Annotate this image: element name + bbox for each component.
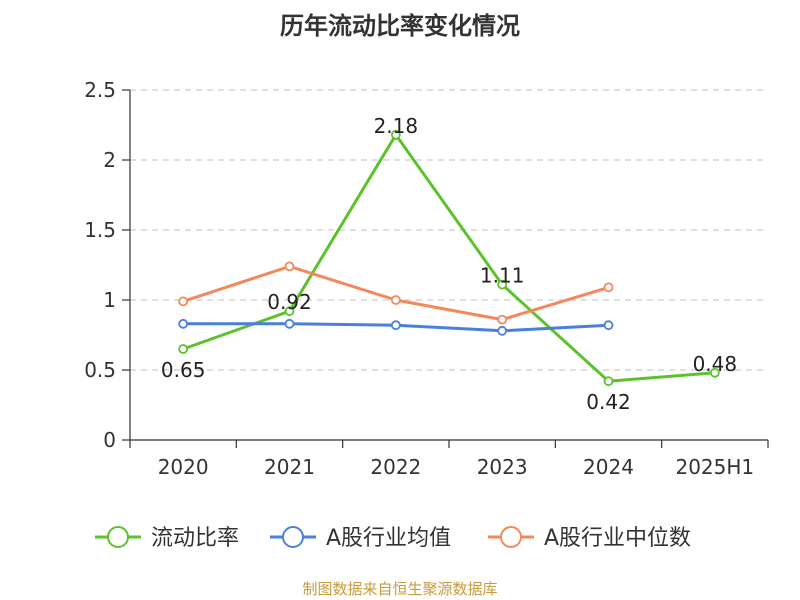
data-point[interactable] xyxy=(178,296,189,307)
legend-item-1[interactable]: 流动比率 xyxy=(95,526,239,551)
x-tick-label: 2022 xyxy=(370,455,421,479)
legend-marker xyxy=(500,526,522,548)
data-point[interactable] xyxy=(603,376,614,387)
legend-label: A股行业中位数 xyxy=(544,526,691,551)
data-point[interactable] xyxy=(603,282,614,293)
legend-label: 流动比率 xyxy=(151,526,239,551)
gridlines xyxy=(130,89,768,371)
data-point[interactable] xyxy=(497,314,508,325)
series-line-3 xyxy=(182,264,609,322)
y-tick-label: 1 xyxy=(103,288,116,312)
data-point[interactable] xyxy=(178,318,189,329)
x-tick-label: 2021 xyxy=(264,455,315,479)
x-tick-label: 2025H1 xyxy=(675,455,754,479)
legend-marker xyxy=(107,526,129,548)
data-label: 2.18 xyxy=(374,114,419,138)
legend-item-3[interactable]: A股行业中位数 xyxy=(488,526,691,551)
source-note: 制图数据来自恒生聚源数据库 xyxy=(302,580,498,598)
data-point[interactable] xyxy=(284,318,295,329)
data-point[interactable] xyxy=(178,344,189,354)
y-tick-label: 2 xyxy=(103,148,116,172)
data-label: 0.48 xyxy=(693,352,738,376)
legend-label: A股行业均值 xyxy=(326,526,451,551)
data-point[interactable] xyxy=(284,306,295,317)
data-point[interactable] xyxy=(603,320,614,331)
series-line-1 xyxy=(182,133,715,383)
y-tick-label: 1.5 xyxy=(84,218,116,242)
data-label: 1.11 xyxy=(480,264,525,288)
y-tick-label: 0.5 xyxy=(84,358,116,382)
legend-marker xyxy=(282,526,304,548)
data-point[interactable] xyxy=(390,295,401,305)
data-point[interactable] xyxy=(497,279,508,290)
data-point[interactable] xyxy=(284,261,295,272)
legend-item-2[interactable]: A股行业均值 xyxy=(270,526,451,551)
legend[interactable]: 流动比率 A股行业均值 A股行业中位数 xyxy=(95,526,691,551)
y-tick-label: 0 xyxy=(103,428,116,452)
data-labels: 0.65 0.92 2.18 1.11 0.42 0.48 xyxy=(161,114,737,414)
chart-title: 历年流动比率变化情况 xyxy=(280,12,520,40)
data-label: 0.65 xyxy=(161,358,206,382)
data-point[interactable] xyxy=(390,320,401,331)
data-point[interactable] xyxy=(497,325,508,336)
data-label: 0.92 xyxy=(267,290,312,314)
data-point[interactable] xyxy=(709,367,720,378)
x-tick-label: 2020 xyxy=(158,455,209,479)
axes: 0 0.5 1 1.5 2 2.5 2020 2021 2022 2023 2024 2025H1 xyxy=(84,78,769,479)
x-tick-label: 2023 xyxy=(477,455,528,479)
data-point[interactable] xyxy=(390,129,401,140)
series xyxy=(178,129,720,387)
data-label: 0.42 xyxy=(586,390,631,414)
x-tick-label: 2024 xyxy=(583,455,634,479)
y-tick-label: 2.5 xyxy=(84,78,116,102)
